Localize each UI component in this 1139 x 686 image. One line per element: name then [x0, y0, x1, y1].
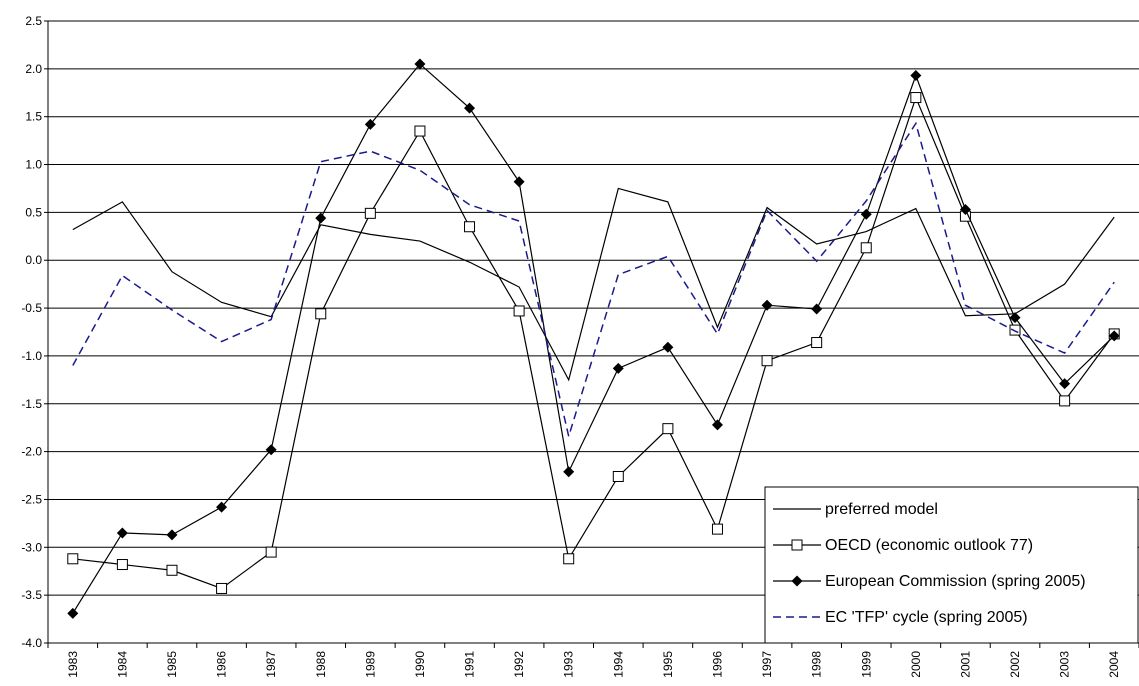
- point: [464, 102, 476, 114]
- x-tick-label: 1997: [760, 651, 774, 678]
- x-tick-label: 1994: [611, 651, 625, 678]
- point: [364, 118, 376, 130]
- point: [414, 58, 426, 70]
- y-tick-label: 2.0: [25, 62, 42, 76]
- y-tick-label: -4.0: [21, 636, 42, 650]
- point: [1059, 395, 1071, 407]
- legend-box: [764, 486, 1139, 644]
- legend-marker: [791, 539, 803, 551]
- x-tick-label: 1999: [859, 651, 873, 678]
- point: [1059, 378, 1071, 390]
- point: [315, 212, 327, 224]
- legend-label: European Commission (spring 2005): [825, 573, 1086, 590]
- x-tick-label: 1993: [562, 651, 576, 678]
- y-tick-label: -1.5: [21, 397, 42, 411]
- x-tick-label: 1985: [165, 651, 179, 678]
- legend-label: preferred model: [825, 501, 938, 518]
- point: [216, 582, 228, 594]
- point: [1009, 312, 1021, 324]
- point: [711, 523, 723, 535]
- point: [265, 546, 277, 558]
- point: [1009, 324, 1021, 336]
- point: [910, 70, 922, 82]
- point: [464, 221, 476, 233]
- point: [612, 362, 624, 374]
- legend-marker: [791, 575, 803, 587]
- y-tick-label: -2.0: [21, 445, 42, 459]
- y-tick-label: -0.5: [21, 301, 42, 315]
- x-tick-label: 2004: [1107, 651, 1121, 678]
- y-tick-label: 2.5: [25, 14, 42, 28]
- point: [364, 207, 376, 219]
- point: [959, 204, 971, 216]
- point: [166, 564, 178, 576]
- x-tick-label: 2002: [1008, 651, 1022, 678]
- y-tick-label: -3.0: [21, 540, 42, 554]
- x-tick-label: 1991: [463, 651, 477, 678]
- point: [811, 337, 823, 349]
- point: [265, 444, 277, 456]
- series-line: [72, 95, 1115, 590]
- point: [910, 92, 922, 104]
- y-tick-label: -3.5: [21, 588, 42, 602]
- point: [563, 553, 575, 565]
- x-tick-label: 1995: [661, 651, 675, 678]
- x-tick-label: 1998: [810, 651, 824, 678]
- point: [711, 419, 723, 431]
- y-tick-label: -1.0: [21, 349, 42, 363]
- point: [67, 553, 79, 565]
- point: [116, 559, 128, 571]
- point: [216, 501, 228, 513]
- x-tick-label: 1983: [66, 651, 80, 678]
- point: [513, 305, 525, 317]
- point: [761, 355, 773, 367]
- point: [662, 423, 674, 435]
- point: [761, 299, 773, 311]
- point: [67, 607, 79, 619]
- x-tick-label: 1989: [363, 651, 377, 678]
- point: [662, 341, 674, 353]
- y-tick-label: 1.5: [25, 110, 42, 124]
- point: [612, 470, 624, 482]
- y-tick-label: 0.5: [25, 205, 42, 219]
- x-tick-label: 2003: [1058, 651, 1072, 678]
- x-tick-label: 1984: [115, 651, 129, 678]
- point: [166, 529, 178, 541]
- point: [513, 176, 525, 188]
- x-tick-label: 1987: [264, 651, 278, 678]
- x-tick-label: 1986: [215, 651, 229, 678]
- y-tick-label: 1.0: [25, 158, 42, 172]
- series-line: [72, 63, 1115, 614]
- y-tick-label: -2.5: [21, 492, 42, 506]
- y-tick-label: 0.0: [25, 253, 42, 267]
- point: [414, 125, 426, 137]
- point: [1108, 330, 1120, 342]
- x-tick-label: 1990: [413, 651, 427, 678]
- point: [315, 308, 327, 320]
- point: [860, 208, 872, 220]
- point: [860, 242, 872, 254]
- series-line: [72, 121, 1115, 440]
- legend-label: EC 'TFP' cycle (spring 2005): [825, 609, 1028, 626]
- x-tick-label: 1992: [512, 651, 526, 678]
- x-tick-label: 1988: [314, 651, 328, 678]
- x-tick-label: 2001: [958, 651, 972, 678]
- point: [563, 466, 575, 478]
- point: [811, 303, 823, 315]
- series-line: [72, 187, 1115, 382]
- x-tick-label: 2000: [909, 651, 923, 678]
- legend-label: OECD (economic outlook 77): [825, 537, 1033, 554]
- point: [116, 527, 128, 539]
- x-tick-label: 1996: [710, 651, 724, 678]
